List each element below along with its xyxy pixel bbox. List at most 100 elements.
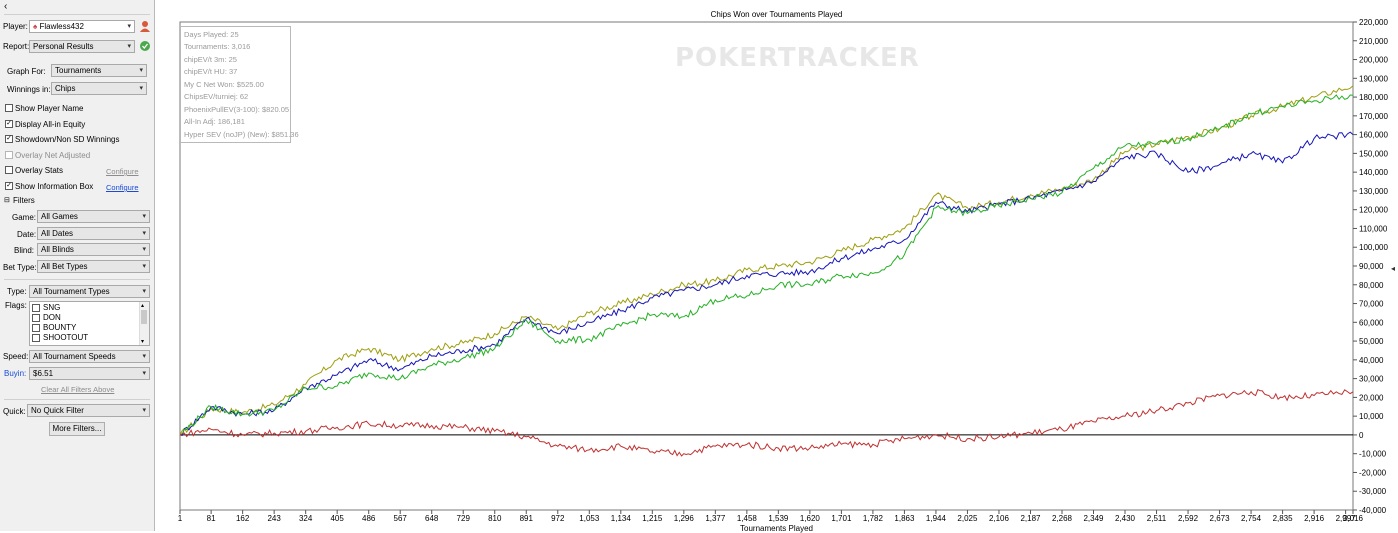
info-box-configure-link[interactable]: Configure bbox=[106, 183, 139, 192]
y-tick-label: 220,000 bbox=[1359, 18, 1388, 27]
y-tick-label: 100,000 bbox=[1359, 243, 1388, 252]
blind-label: Blind: bbox=[14, 246, 35, 255]
scroll-up-icon[interactable]: ▴ bbox=[141, 303, 145, 309]
x-tick-label: 810 bbox=[488, 514, 502, 523]
graph-for-label: Graph For: bbox=[7, 67, 46, 76]
y-tick-label: 30,000 bbox=[1359, 375, 1384, 384]
collapse-filters-icon[interactable]: ⊟ bbox=[4, 197, 10, 204]
divider bbox=[4, 399, 150, 400]
overlay-stats-checkbox[interactable] bbox=[5, 166, 13, 174]
info-chipev-hu: chipEV/t HU: 37 bbox=[184, 67, 238, 76]
display-allin-equity-checkbox[interactable]: ✓ bbox=[5, 120, 13, 128]
flag-checkbox[interactable] bbox=[32, 334, 40, 342]
divider bbox=[4, 14, 150, 15]
y-tick-label: 160,000 bbox=[1359, 131, 1388, 140]
x-tick-label: 567 bbox=[394, 514, 408, 523]
x-tick-label: 1,458 bbox=[737, 514, 758, 523]
info-hyper-sev: Hyper SEV (noJP) (New): $851.36 bbox=[184, 130, 299, 139]
x-tick-label: 972 bbox=[551, 514, 565, 523]
y-tick-label: 50,000 bbox=[1359, 337, 1384, 346]
x-tick-label: 405 bbox=[330, 514, 344, 523]
buyin-select[interactable]: $6.51 ▾ bbox=[29, 367, 150, 380]
y-tick-label: 40,000 bbox=[1359, 356, 1384, 365]
player-value: Flawless432 bbox=[39, 22, 84, 31]
x-tick-label: 648 bbox=[425, 514, 439, 523]
y-tick-label: 170,000 bbox=[1359, 112, 1388, 121]
x-tick-label: 1,620 bbox=[800, 514, 821, 523]
flag-checkbox[interactable] bbox=[32, 324, 40, 332]
x-tick-label: 2,187 bbox=[1020, 514, 1041, 523]
winnings-in-select[interactable]: Chips ▾ bbox=[51, 82, 147, 95]
type-label: Type: bbox=[7, 287, 27, 296]
x-tick-label: 1,215 bbox=[642, 514, 663, 523]
quick-filter-select[interactable]: No Quick Filter ▾ bbox=[27, 404, 150, 417]
y-tick-label: 60,000 bbox=[1359, 318, 1384, 327]
info-tournaments: Tournaments: 3,016 bbox=[184, 42, 251, 51]
resize-handle-icon[interactable]: ◂ bbox=[1391, 264, 1395, 273]
flag-label: DON bbox=[43, 313, 61, 322]
flag-checkbox[interactable] bbox=[32, 304, 40, 312]
player-profile-icon[interactable] bbox=[139, 20, 151, 32]
player-select[interactable]: ♠ Flawless432 ▾ bbox=[29, 20, 135, 33]
y-tick-label: 190,000 bbox=[1359, 74, 1388, 83]
overlay-net-adjusted-checkbox bbox=[5, 151, 13, 159]
filters-header: Filters bbox=[13, 196, 35, 205]
y-tick-label: 130,000 bbox=[1359, 187, 1388, 196]
game-select[interactable]: All Games ▾ bbox=[37, 210, 150, 223]
help-icon[interactable] bbox=[140, 41, 150, 51]
clear-all-filters-link: Clear All Filters Above bbox=[41, 385, 115, 394]
flags-list[interactable]: SNG DON BOUNTY SHOOTOUT ▴ ▾ bbox=[29, 301, 150, 346]
x-tick-label: 1,134 bbox=[611, 514, 632, 523]
flag-label: SNG bbox=[43, 303, 61, 312]
graph-for-select[interactable]: Tournaments ▾ bbox=[51, 64, 147, 77]
bet-type-label: Bet Type: bbox=[3, 263, 37, 272]
buyin-value: $6.51 bbox=[33, 369, 54, 378]
chevron-down-icon: ▾ bbox=[127, 43, 131, 50]
show-player-name-checkbox[interactable] bbox=[5, 104, 13, 112]
x-tick-label: 486 bbox=[362, 514, 376, 523]
chevron-down-icon: ▾ bbox=[142, 230, 146, 237]
info-days-played: Days Played: 25 bbox=[184, 30, 239, 39]
x-tick-label: 891 bbox=[520, 514, 534, 523]
chevron-down-icon: ▾ bbox=[142, 370, 146, 377]
flags-label: Flags: bbox=[5, 301, 27, 310]
flag-label: SHOOTOUT bbox=[43, 333, 89, 342]
y-tick-label: 110,000 bbox=[1359, 224, 1388, 233]
bet-type-value: All Bet Types bbox=[41, 262, 88, 271]
x-tick-label: 1,944 bbox=[926, 514, 947, 523]
scroll-thumb[interactable] bbox=[141, 310, 147, 324]
speed-select[interactable]: All Tournament Speeds ▾ bbox=[29, 350, 150, 363]
chevron-down-icon: ▾ bbox=[142, 353, 146, 360]
x-tick-label: 1 bbox=[178, 514, 183, 523]
tournament-type-select[interactable]: All Tournament Types ▾ bbox=[29, 285, 150, 298]
info-phoenix-pull-ev: PhoenixPullEV(3-100): $820.05 bbox=[184, 105, 290, 114]
date-select[interactable]: All Dates ▾ bbox=[37, 227, 150, 240]
chart-title: Chips Won over Tournaments Played bbox=[710, 10, 843, 19]
info-allin-adj: All-In Adj: 186,181 bbox=[184, 117, 245, 126]
scroll-down-icon[interactable]: ▾ bbox=[141, 339, 145, 345]
chevron-down-icon: ▾ bbox=[142, 246, 146, 253]
report-select[interactable]: Personal Results ▾ bbox=[29, 40, 135, 53]
showdown-winnings-checkbox[interactable]: ✓ bbox=[5, 135, 13, 143]
information-box: Days Played: 25 Tournaments: 3,016 chipE… bbox=[180, 26, 299, 143]
more-filters-button[interactable]: More Filters... bbox=[49, 422, 105, 436]
collapse-panel-icon[interactable]: ‹ bbox=[4, 1, 8, 12]
flag-checkbox[interactable] bbox=[32, 314, 40, 322]
y-tick-label: 120,000 bbox=[1359, 206, 1388, 215]
show-info-box-checkbox[interactable]: ✓ bbox=[5, 182, 13, 190]
blind-select[interactable]: All Blinds ▾ bbox=[37, 243, 150, 256]
x-tick-label: 2,430 bbox=[1115, 514, 1136, 523]
display-allin-equity-label: Display All-in Equity bbox=[15, 120, 86, 129]
y-tick-label: 10,000 bbox=[1359, 412, 1384, 421]
divider bbox=[4, 279, 150, 280]
game-label: Game: bbox=[12, 213, 37, 222]
x-tick-label: 2,592 bbox=[1178, 514, 1199, 523]
flags-scrollbar[interactable]: ▴ ▾ bbox=[139, 302, 149, 345]
bet-type-select[interactable]: All Bet Types ▾ bbox=[37, 260, 150, 273]
show-player-name-label: Show Player Name bbox=[15, 104, 84, 113]
chevron-down-icon: ▾ bbox=[139, 85, 143, 92]
quick-filter-value: No Quick Filter bbox=[31, 406, 84, 415]
chevron-down-icon: ▾ bbox=[127, 23, 131, 30]
y-tick-label: 80,000 bbox=[1359, 281, 1384, 290]
blind-value: All Blinds bbox=[41, 245, 74, 254]
